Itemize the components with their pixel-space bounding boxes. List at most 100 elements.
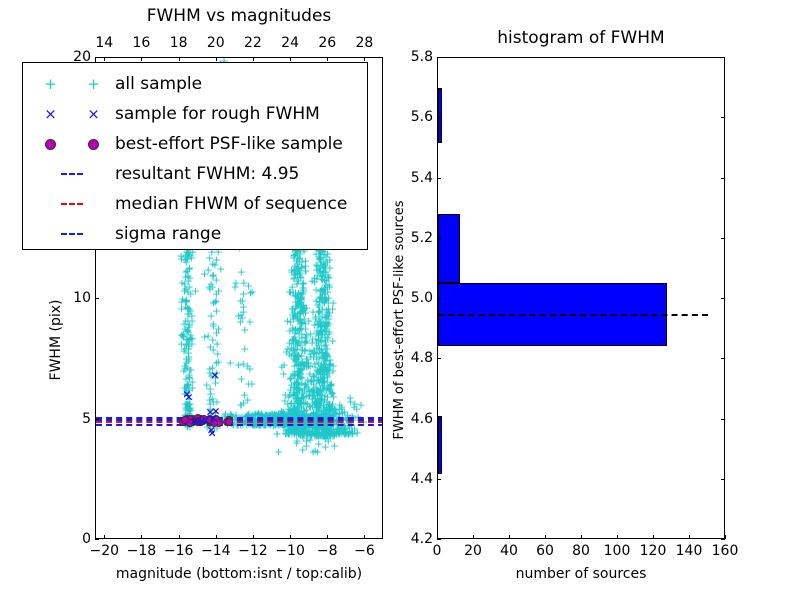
scatter-point-all-sample: +	[319, 420, 329, 434]
scatter-point-all-sample: +	[297, 343, 308, 357]
scatter-point-all-sample: +	[187, 309, 197, 323]
scatter-point-all-sample: +	[337, 402, 347, 416]
scatter-point-all-sample: +	[289, 352, 299, 366]
scatter-point-all-sample: +	[313, 383, 323, 397]
scatter-point-all-sample: +	[296, 338, 306, 352]
scatter-point-all-sample: +	[322, 364, 332, 378]
scatter-point-all-sample: +	[316, 370, 326, 384]
scatter-point-all-sample: +	[286, 378, 296, 392]
scatter-point-all-sample: +	[323, 423, 333, 437]
scatter-point-all-sample: +	[184, 342, 194, 356]
scatter-point-all-sample: +	[298, 425, 308, 439]
scatter-point-all-sample: +	[293, 314, 303, 328]
scatter-point-all-sample: +	[225, 356, 235, 370]
hist-ytick-label: 5.0	[410, 290, 433, 306]
scatter-point-all-sample: +	[292, 342, 302, 356]
scatter-point-all-sample: +	[346, 427, 356, 441]
scatter-point-all-sample: +	[320, 291, 330, 305]
scatter-point-all-sample: +	[299, 427, 309, 441]
scatter-point-all-sample: +	[328, 364, 338, 378]
scatter-point-all-sample: +	[314, 429, 324, 443]
scatter-point-all-sample: +	[288, 334, 298, 348]
scatter-point-all-sample: +	[325, 425, 335, 439]
scatter-point-all-sample: +	[327, 405, 337, 419]
scatter-point-all-sample: +	[180, 322, 190, 336]
scatter-point-all-sample: +	[301, 330, 311, 344]
scatter-point-all-sample: +	[314, 250, 325, 264]
plot-legend: + + all sample × × sample for rough FWHM bes…	[22, 62, 368, 250]
scatter-point-all-sample: +	[314, 333, 324, 347]
scatter-point-all-sample: +	[297, 391, 307, 405]
xtick-mark-top	[104, 57, 106, 61]
scatter-point-all-sample: +	[304, 385, 315, 399]
scatter-point-all-sample: +	[292, 274, 302, 288]
scatter-point-all-sample: +	[205, 251, 215, 265]
histogram-reference-line	[438, 314, 708, 317]
scatter-point-all-sample: +	[287, 308, 298, 322]
xtick-mark	[252, 535, 254, 539]
xtick-label-bottom: −20	[89, 543, 120, 559]
scatter-point-all-sample: +	[293, 372, 303, 386]
scatter-point-all-sample: +	[318, 367, 328, 381]
scatter-point-all-sample: +	[327, 399, 337, 413]
legend-marker-dashed-line	[23, 173, 115, 175]
scatter-point-all-sample: +	[286, 423, 296, 437]
scatter-point-all-sample: +	[321, 382, 331, 396]
scatter-point-all-sample: +	[294, 336, 304, 350]
scatter-point-all-sample: +	[293, 324, 303, 338]
scatter-point-all-sample: +	[295, 427, 305, 441]
scatter-point-all-sample: +	[314, 401, 324, 415]
scatter-point-all-sample: +	[289, 367, 300, 381]
scatter-point-all-sample: +	[322, 363, 332, 377]
scatter-point-all-sample: +	[312, 326, 322, 340]
scatter-point-all-sample: +	[289, 251, 299, 265]
scatter-point-all-sample: +	[289, 427, 299, 441]
scatter-point-all-sample: +	[206, 387, 216, 401]
scatter-point-all-sample: +	[316, 362, 327, 376]
scatter-point-all-sample: +	[311, 427, 321, 441]
scatter-point-all-sample: +	[322, 280, 332, 294]
ytick-label: 10	[73, 290, 91, 306]
scatter-point-all-sample: +	[319, 424, 329, 438]
scatter-point-all-sample: +	[320, 283, 330, 297]
scatter-point-all-sample: +	[292, 434, 302, 448]
scatter-point-all-sample: +	[180, 277, 190, 291]
scatter-point-all-sample: +	[310, 398, 320, 412]
scatter-point-all-sample: +	[320, 292, 330, 306]
scatter-point-all-sample: +	[293, 359, 303, 373]
scatter-point-all-sample: +	[285, 424, 295, 438]
scatter-point-all-sample: +	[312, 426, 322, 440]
scatter-point-all-sample: +	[292, 369, 303, 383]
scatter-point-all-sample: +	[298, 277, 308, 291]
scatter-point-all-sample: +	[324, 271, 334, 285]
scatter-point-all-sample: +	[183, 386, 193, 400]
scatter-point-all-sample: +	[299, 404, 310, 418]
scatter-point-all-sample: +	[315, 264, 325, 278]
legend-marker-dash-dot-line	[23, 233, 115, 235]
scatter-point-all-sample: +	[317, 423, 327, 437]
hist-xtick-mark	[617, 535, 618, 539]
xtick-label-bottom: −8	[316, 543, 338, 559]
scatter-point-all-sample: +	[289, 426, 300, 440]
scatter-point-all-sample: +	[296, 426, 306, 440]
scatter-point-all-sample: +	[292, 397, 303, 411]
scatter-point-rough-fwhm: ×	[210, 368, 220, 382]
scatter-point-all-sample: +	[308, 369, 318, 383]
dash-dot-line-icon	[61, 233, 83, 235]
scatter-point-all-sample: +	[185, 371, 195, 385]
scatter-point-all-sample: +	[328, 397, 338, 411]
scatter-point-all-sample: +	[237, 311, 247, 325]
scatter-point-all-sample: +	[183, 333, 193, 347]
scatter-point-all-sample: +	[322, 303, 332, 317]
scatter-point-all-sample: +	[238, 300, 248, 314]
scatter-point-all-sample: +	[314, 350, 324, 364]
scatter-point-all-sample: +	[297, 349, 307, 363]
scatter-point-all-sample: +	[320, 261, 330, 275]
scatter-point-all-sample: +	[300, 302, 310, 316]
scatter-point-all-sample: +	[183, 420, 193, 434]
scatter-point-all-sample: +	[322, 429, 332, 443]
hist-ytick-label: 5.8	[410, 49, 433, 65]
scatter-point-all-sample: +	[320, 330, 330, 344]
scatter-point-all-sample: +	[294, 262, 304, 276]
hist-ytick-mark	[437, 358, 441, 360]
